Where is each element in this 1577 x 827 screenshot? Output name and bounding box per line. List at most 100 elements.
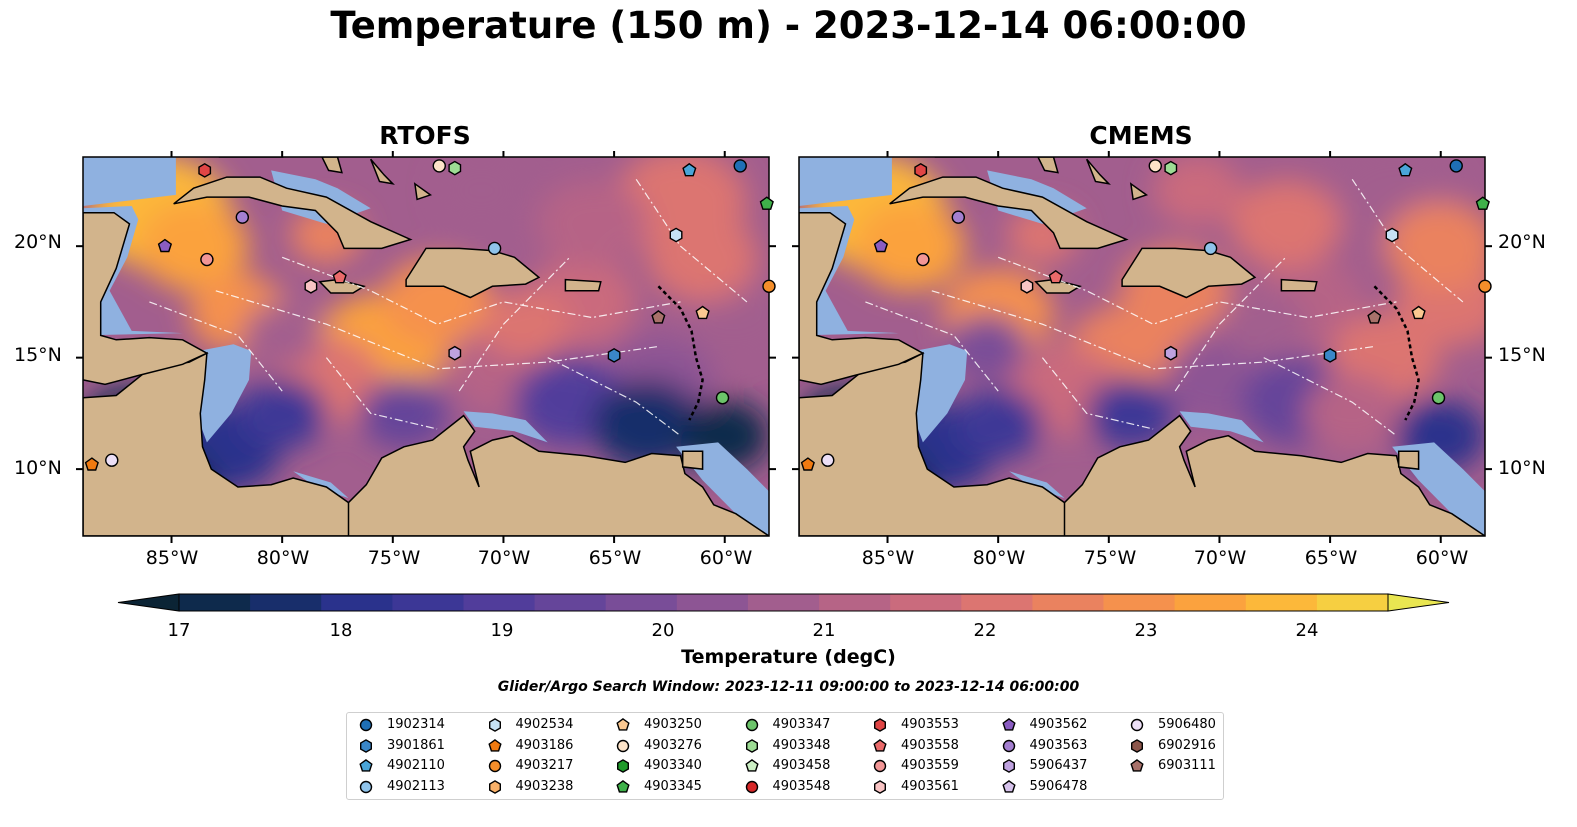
colorbar-segment xyxy=(179,594,251,611)
colorbar-segment xyxy=(890,594,962,611)
legend-item-label: 4903345 xyxy=(644,778,702,794)
map-panel-cmems xyxy=(799,157,1485,536)
float-marker-6903111 xyxy=(651,310,666,324)
shelf-region xyxy=(198,344,252,443)
colorbar-tick-17: 17 xyxy=(167,620,191,641)
legend-item-label: 4903559 xyxy=(901,758,959,773)
legend-marker-shape xyxy=(359,718,373,732)
shelf-region xyxy=(293,471,349,499)
colorbar-tick-21: 21 xyxy=(812,620,836,641)
land-hispaniola xyxy=(1121,247,1257,299)
legend-marker-circle-icon xyxy=(1130,718,1144,732)
legend-marker-pentagon-icon xyxy=(487,738,502,752)
shelf-region xyxy=(914,344,968,443)
legend-marker-hexagon-icon xyxy=(1002,759,1015,773)
float-marker-4902534 xyxy=(1385,227,1399,243)
legend-item-label: 4903186 xyxy=(515,737,574,753)
colorbar-segment xyxy=(1316,594,1389,611)
land-florida xyxy=(218,157,284,158)
eez-boundary xyxy=(547,357,681,437)
float-marker-4902534 xyxy=(669,227,683,243)
legend-item-label: 4903561 xyxy=(901,778,959,794)
float-marker-4903347 xyxy=(715,391,730,405)
lat-label-20n-left: 20°N xyxy=(14,231,62,253)
float-markers-rtofs xyxy=(84,159,776,471)
legend-item-label: 6902916 xyxy=(1158,737,1216,753)
float-marker-5906480 xyxy=(105,453,119,467)
temperature-patch xyxy=(1385,201,1485,291)
float-marker-4902110 xyxy=(1398,162,1413,177)
float-marker-4903561 xyxy=(304,278,318,294)
shelf-region xyxy=(1009,471,1065,499)
colorbar-segment xyxy=(676,594,749,611)
float-marker-4903559 xyxy=(916,252,930,267)
colorbar-segment xyxy=(819,594,891,611)
float-marker-4903276 xyxy=(1148,159,1162,173)
legend-marker-circle-icon xyxy=(873,759,887,773)
colorbar-segment xyxy=(321,594,393,611)
legend-marker-shape xyxy=(617,759,630,773)
colorbar-label: Temperature (degC) xyxy=(681,646,896,668)
search-window-caption: Glider/Argo Search Window: 2023-12-11 09… xyxy=(497,679,1080,695)
shelf-region xyxy=(1179,411,1264,443)
legend-item-label: 3901861 xyxy=(387,737,445,753)
float-marker-4903250 xyxy=(695,305,710,320)
temperature-patch xyxy=(437,157,526,226)
colorbar-extend-max xyxy=(1387,593,1450,612)
float-markers-cmems xyxy=(800,159,1492,471)
legend-marker-hexagon-icon xyxy=(617,759,630,773)
float-marker-4903559 xyxy=(200,252,214,267)
colorbar-segment xyxy=(605,594,678,611)
float-marker-4903217 xyxy=(1478,279,1492,294)
legend-marker-shape xyxy=(616,739,630,752)
colorbar-tick-19: 19 xyxy=(490,620,514,641)
legend-marker-shape xyxy=(488,759,501,773)
shelf-region xyxy=(799,157,892,206)
legend-marker-shape xyxy=(745,718,758,732)
legend-item-label: 5906437 xyxy=(1029,758,1088,773)
legend-marker-shape xyxy=(616,718,630,731)
legend-marker-hexagon-icon xyxy=(745,738,758,753)
lesser-antilles xyxy=(657,285,704,421)
legend-marker-shape xyxy=(487,738,502,752)
float-marker-5906437 xyxy=(448,345,462,361)
temperature-patch xyxy=(647,212,758,302)
lon-label-70w-left: 70°W xyxy=(477,547,531,569)
legend-marker-shape xyxy=(616,779,630,793)
legend-item-label: 4903558 xyxy=(901,737,959,753)
lon-label-80w-right: 80°W xyxy=(972,547,1026,569)
legend-item-label: 4902110 xyxy=(387,758,445,773)
legend-item-label: 4903348 xyxy=(772,737,831,753)
legend-item-label: 1902314 xyxy=(387,717,445,732)
lat-label-10n-right: 10°N xyxy=(1498,457,1546,479)
float-marker-4903347 xyxy=(1431,391,1446,405)
legend-marker-pentagon-icon xyxy=(359,759,373,772)
float-marker-3901861 xyxy=(607,347,621,363)
colorbar-tick-22: 22 xyxy=(973,620,997,641)
temperature-patch xyxy=(536,179,648,269)
colorbar-segment xyxy=(392,594,464,611)
colorbar-tick-20: 20 xyxy=(651,620,675,641)
lon-label-85w-right: 85°W xyxy=(861,547,915,569)
temperature-patch xyxy=(592,380,703,469)
legend-item-label: 4903347 xyxy=(772,717,831,732)
eez-boundary xyxy=(325,357,438,430)
land-hispaniola xyxy=(405,247,541,299)
legend-marker-shape xyxy=(1131,738,1144,753)
colorbar-segment xyxy=(747,594,820,611)
temperature-patch xyxy=(359,378,449,449)
legend-item-label: 5906478 xyxy=(1029,778,1088,794)
land-bahamas2 xyxy=(370,158,395,185)
legend-marker-hexagon-icon xyxy=(874,718,887,732)
legend-item-label: 5906480 xyxy=(1158,717,1216,732)
lon-label-60w-left: 60°W xyxy=(699,547,753,569)
float-legend: 1902314 3901861 4902110 4902113 4902534 49031… xyxy=(346,712,1224,800)
land-south-america xyxy=(1063,414,1485,536)
float-marker-1902314 xyxy=(733,159,747,173)
temperature-patch xyxy=(237,378,327,449)
temperature-patch xyxy=(1153,157,1242,226)
legend-marker-pentagon-icon xyxy=(616,779,630,793)
float-marker-4903345 xyxy=(759,196,774,210)
legend-marker-circle-icon xyxy=(488,759,501,773)
